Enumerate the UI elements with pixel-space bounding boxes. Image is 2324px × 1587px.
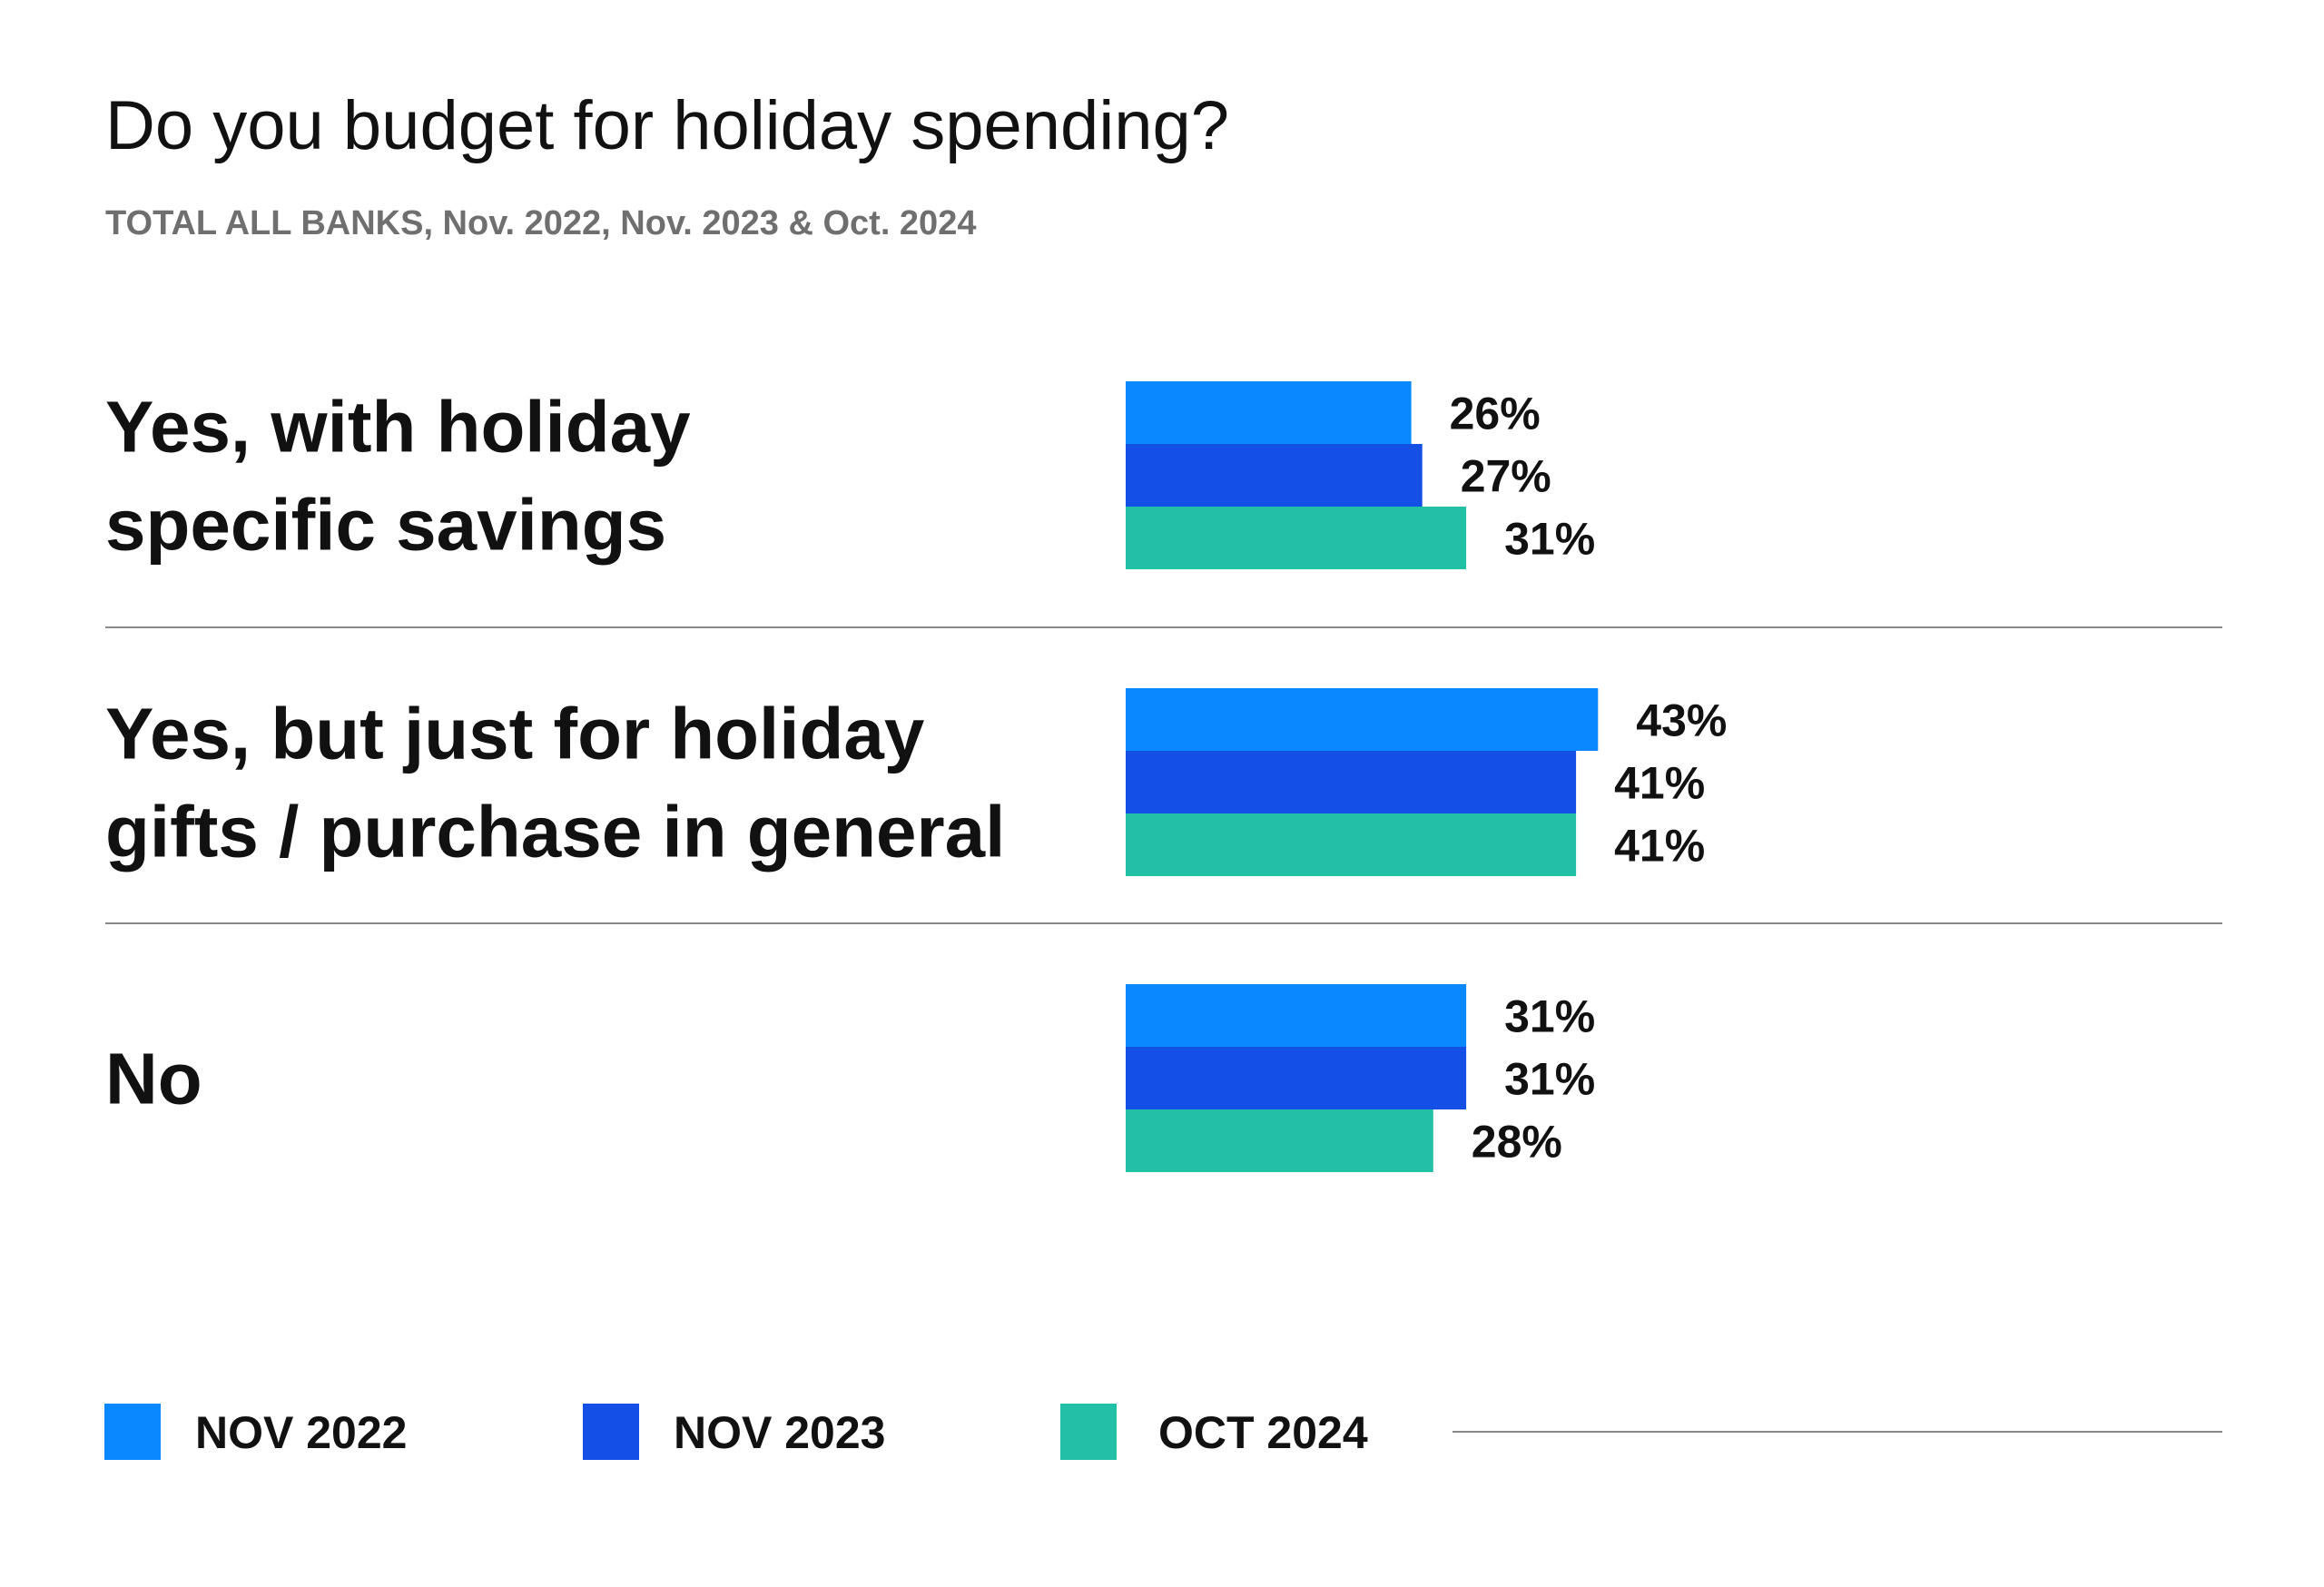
legend-swatch [1060,1404,1117,1460]
legend-label: NOV 2023 [674,1407,885,1458]
bar [1126,813,1577,876]
legend-swatch [583,1404,639,1460]
chart-title: Do you budget for holiday spending? [105,87,1229,164]
bar [1126,984,1467,1047]
chart-subtitle: TOTAL ALL BANKS, Nov. 2022, Nov. 2023 & … [105,204,976,242]
bar [1126,444,1423,507]
bar [1126,751,1577,813]
legend-swatch [104,1404,161,1460]
data-label: 31% [1504,514,1595,565]
category-label: No [105,1039,202,1119]
data-label: 41% [1614,821,1705,872]
bar [1126,507,1467,569]
data-label: 27% [1461,451,1551,502]
data-label: 43% [1636,695,1727,746]
category-label: Yes, but just for holiday [105,694,925,774]
data-label: 28% [1472,1117,1562,1168]
bar [1126,381,1412,444]
data-label: 41% [1614,758,1705,809]
category-label: specific savings [105,485,666,566]
bar [1126,1109,1433,1172]
category-label: gifts / purchase in general [105,792,1005,872]
bar [1126,1047,1467,1109]
data-label: 26% [1450,389,1541,439]
data-label: 31% [1504,1054,1595,1105]
data-label: 31% [1504,991,1595,1042]
plot-area: Yes, with holiday specific savings 26% 27% 3… [105,381,2222,1172]
legend-label: NOV 2022 [195,1407,407,1458]
category-label: Yes, with holiday [105,387,691,468]
legend: NOV 2022 NOV 2023 OCT 2024 [104,1404,2222,1460]
legend-label: OCT 2024 [1158,1407,1368,1458]
bar [1126,688,1599,751]
